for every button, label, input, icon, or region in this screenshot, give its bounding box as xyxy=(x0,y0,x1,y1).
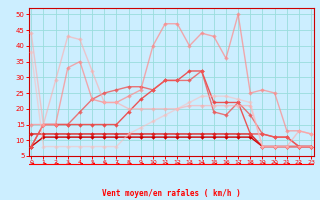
Text: Vent moyen/en rafales ( km/h ): Vent moyen/en rafales ( km/h ) xyxy=(102,189,241,198)
